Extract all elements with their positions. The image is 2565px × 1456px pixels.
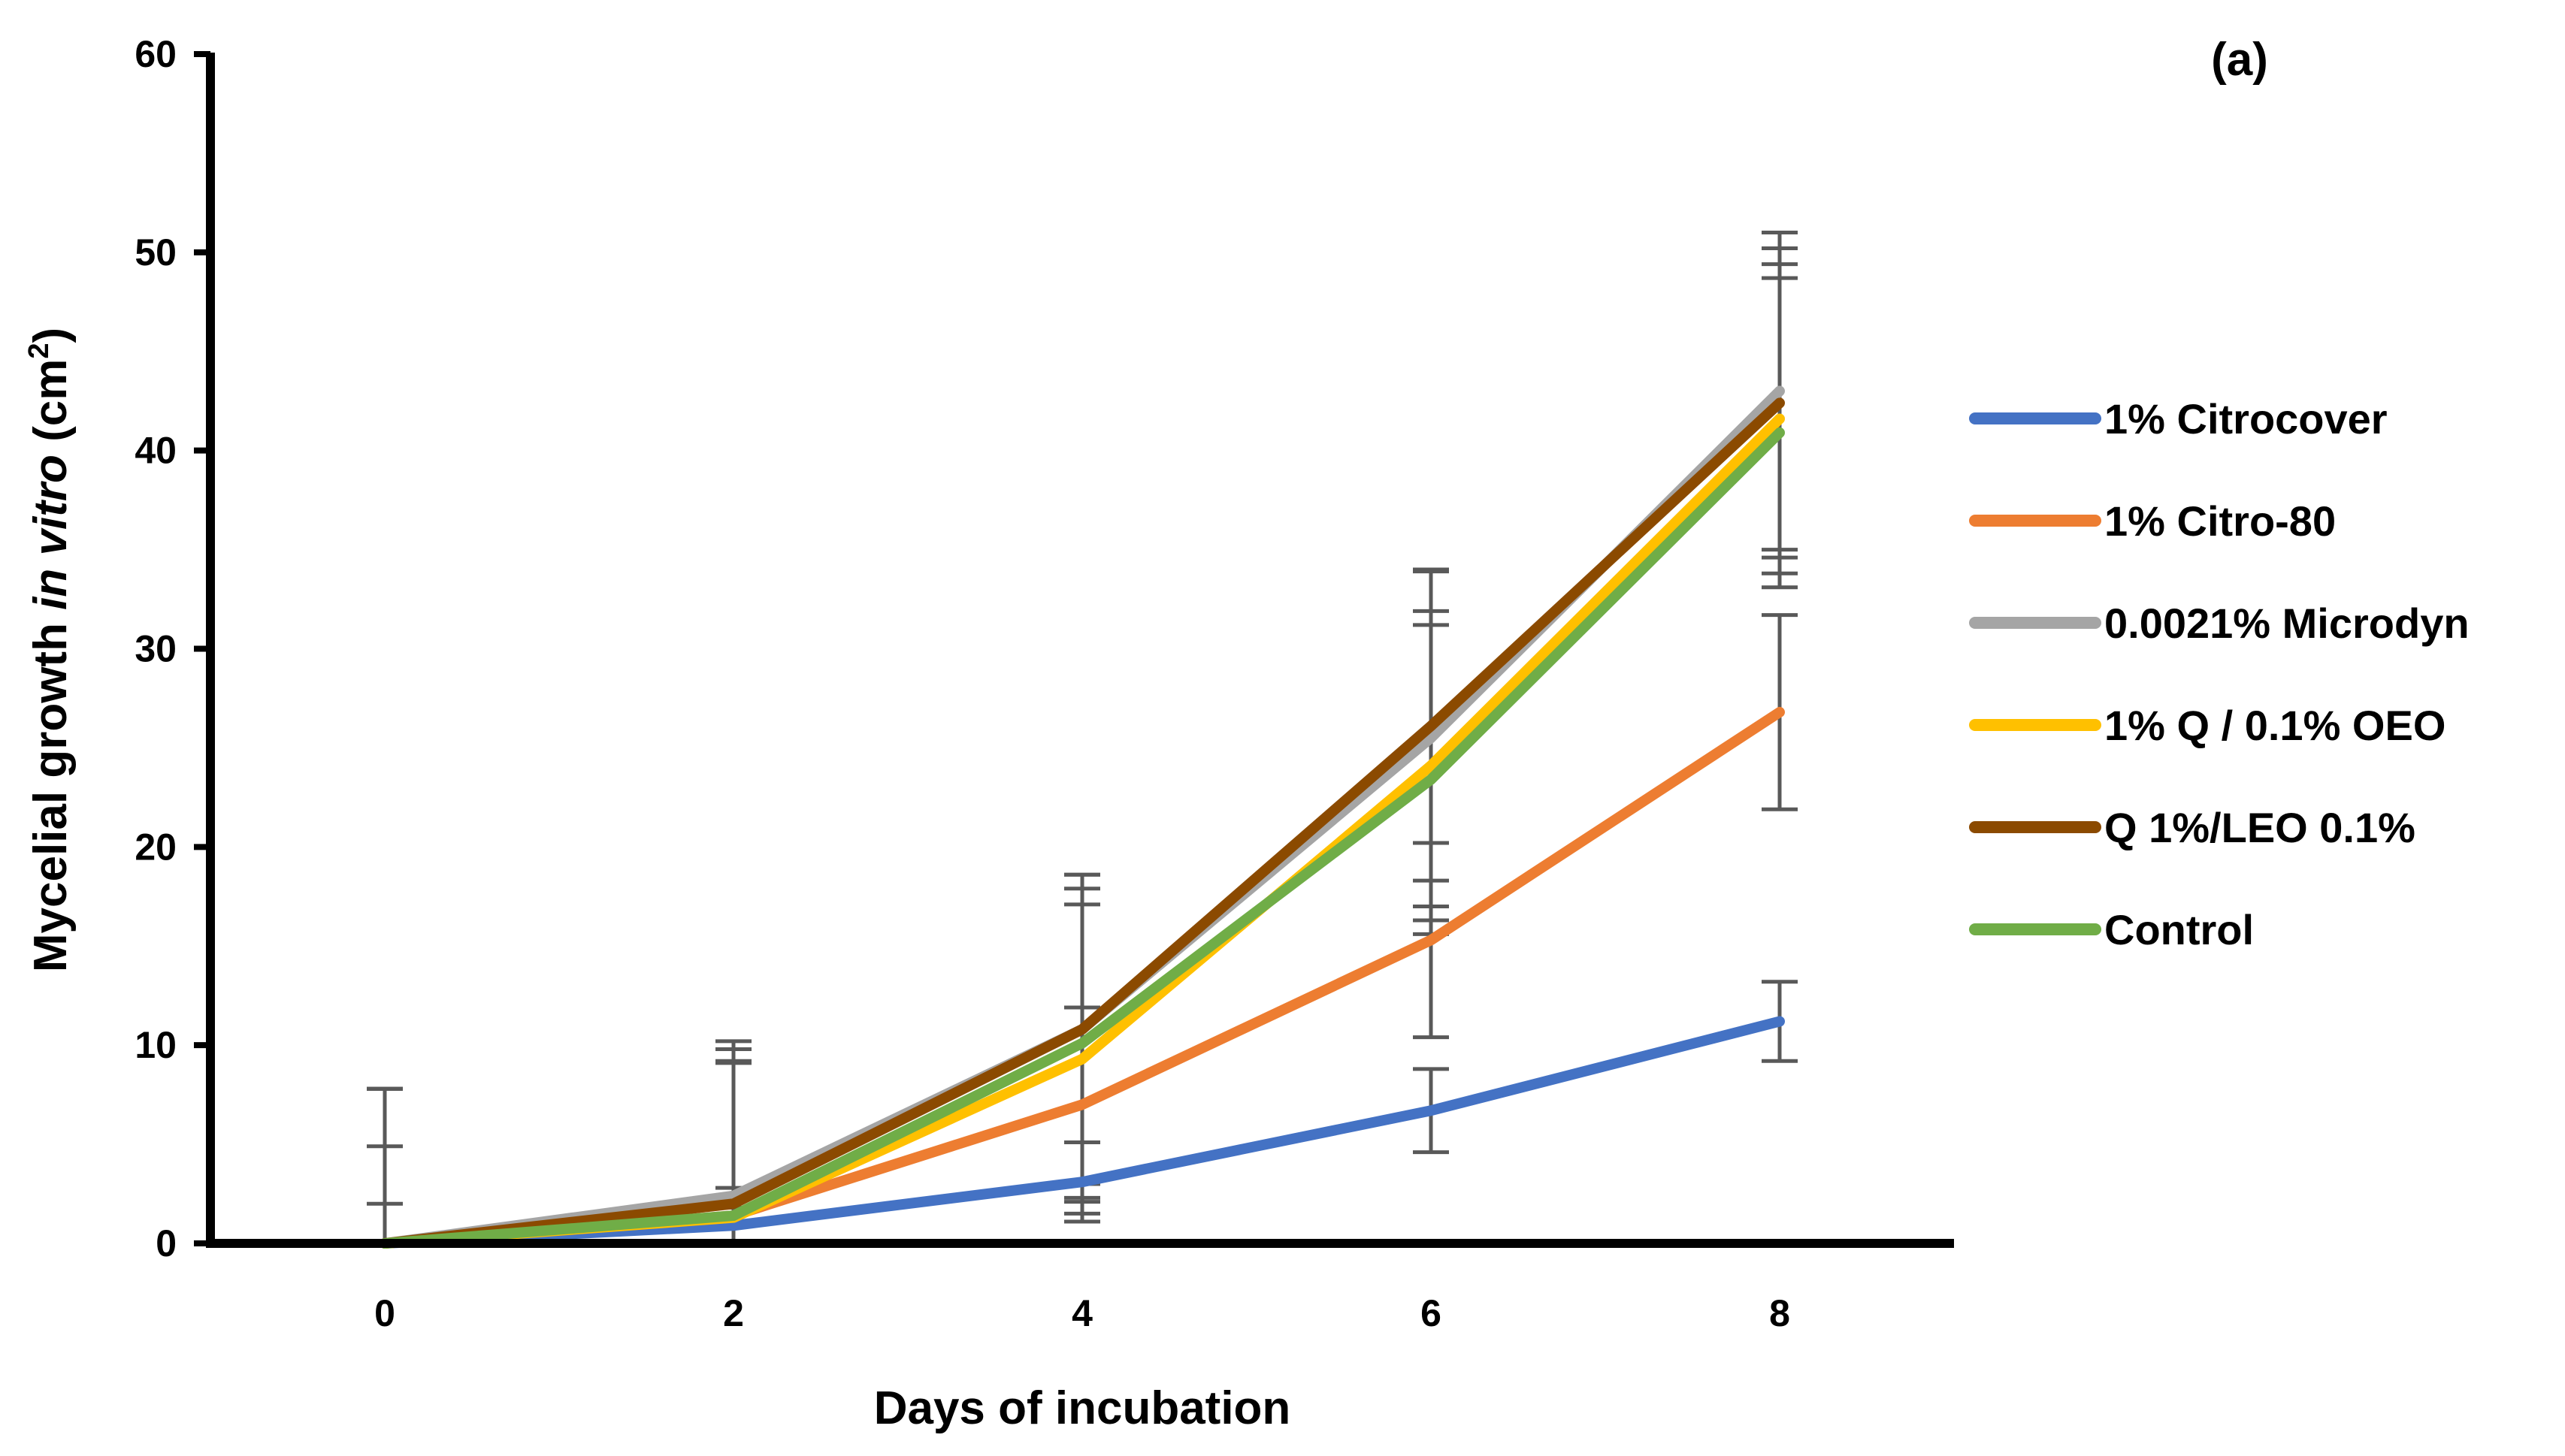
legend-item: 1% Q / 0.1% OEO (1969, 702, 2446, 749)
x-tick-label: 0 (374, 1292, 395, 1334)
y-axis-title-unit-sup: 2 (23, 343, 55, 359)
y-tick-label: 40 (135, 430, 177, 472)
y-axis-title: Mycelial growth in vitro (cm2) (23, 328, 77, 972)
legend-item: 1% Citrocover (1969, 395, 2388, 443)
x-axis-title: Days of incubation (874, 1382, 1291, 1434)
series-line (380, 1016, 1785, 1249)
legend-label: Control (2104, 906, 2254, 953)
legend-item: Q 1%/LEO 0.1% (1969, 804, 2415, 851)
legend-label: 1% Citrocover (2104, 395, 2388, 443)
y-tick-label: 10 (135, 1024, 177, 1066)
series-line (380, 427, 1785, 1249)
y-axis-title-italic: in vitro (25, 455, 77, 610)
legend-label: Q 1%/LEO 0.1% (2104, 804, 2415, 851)
x-tick-label: 8 (1769, 1292, 1790, 1334)
y-tick-label: 50 (135, 231, 177, 273)
legend-label: 1% Citro-80 (2104, 497, 2336, 545)
legend: 1% Citrocover 1% Citro-80 0.0021% Microdyn… (1969, 395, 2470, 953)
x-ticks: 0 2 4 6 8 (374, 1292, 1790, 1334)
x-tick-label: 6 (1420, 1292, 1441, 1334)
y-tick-label: 60 (135, 33, 177, 75)
y-ticks: 0 10 20 30 40 50 60 (135, 33, 210, 1264)
error-bar (367, 1086, 403, 1243)
y-axis-title-unit: (cm (25, 359, 77, 455)
y-axis-title-main: Mycelial growth (25, 610, 77, 972)
y-tick-label: 30 (135, 628, 177, 670)
series-lines (380, 385, 1785, 1249)
legend-label: 0.0021% Microdyn (2104, 600, 2470, 647)
series-line (380, 397, 1785, 1249)
legend-item: Control (1969, 906, 2254, 953)
y-axis-title-unit-close: ) (25, 328, 77, 343)
panel-label: (a) (2211, 34, 2268, 86)
y-tick-label: 0 (156, 1222, 177, 1264)
error-bars (367, 230, 1798, 1243)
x-tick-label: 2 (723, 1292, 744, 1334)
y-tick-label: 20 (135, 826, 177, 868)
legend-item: 0.0021% Microdyn (1969, 600, 2470, 647)
legend-label: 1% Q / 0.1% OEO (2104, 702, 2446, 749)
legend-item: 1% Citro-80 (1969, 497, 2336, 545)
x-tick-label: 4 (1072, 1292, 1093, 1334)
